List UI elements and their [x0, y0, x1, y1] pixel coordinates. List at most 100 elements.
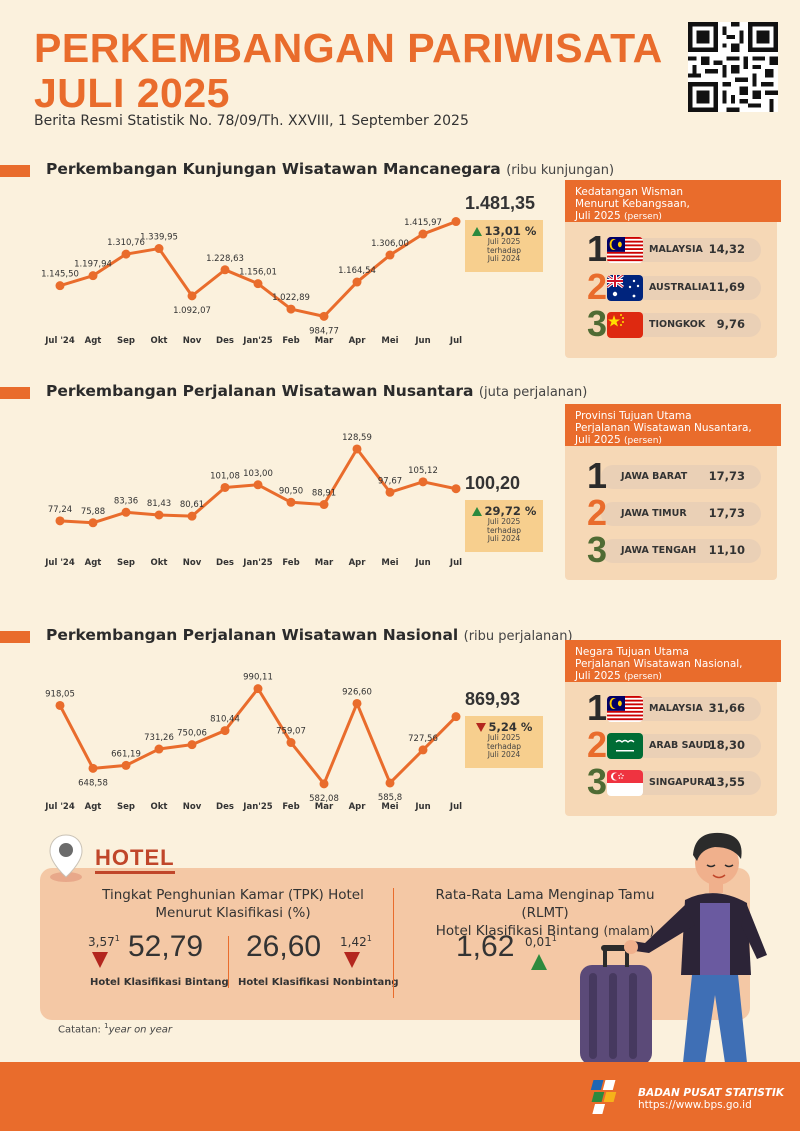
- latest-value-wisnus: 100,20: [465, 473, 521, 493]
- data-point: [319, 500, 329, 510]
- x-tick-label: Sep: [117, 802, 135, 812]
- data-label: 83,36: [114, 496, 138, 506]
- title-line-2: JULI 2025: [34, 70, 230, 116]
- rank-name: JAWA TIMUR: [621, 508, 687, 519]
- rank-pill: [601, 502, 761, 526]
- data-label: 88,91: [312, 489, 336, 499]
- panel-header-unit: (persen): [624, 212, 662, 222]
- tpk-title: Tingkat Penghunian Kamar (TPK) Hotel Men…: [78, 886, 388, 922]
- data-point: [55, 700, 65, 710]
- panel-header-line3: Juli 2025: [575, 210, 621, 222]
- data-label: 90,50: [279, 486, 303, 496]
- change-note-1: Juli 2025: [487, 237, 521, 246]
- data-point: [253, 684, 263, 694]
- data-label: 759,07: [276, 727, 306, 737]
- rank-number: 2: [587, 492, 608, 533]
- data-point: [418, 477, 428, 487]
- x-tick-label: Des: [216, 802, 234, 812]
- section-marker: [0, 165, 30, 177]
- data-point: [385, 778, 395, 788]
- nonbintang-label: Hotel Klasifikasi Nonbintang: [238, 977, 399, 988]
- chart-wisman: 1.145,50 Jul '24 1.197,94 Agt 1.310,76 Sep 1.3…: [30, 178, 550, 368]
- nonbintang-change: 1,421: [340, 934, 372, 949]
- qr-code-icon[interactable]: [688, 22, 778, 112]
- data-label: 97,67: [378, 476, 402, 486]
- rank-name: TIONGKOK: [649, 319, 706, 330]
- page-title: PERKEMBANGAN PARIWISATA JULI 2025: [34, 26, 663, 116]
- data-label: 1.339,95: [140, 233, 178, 243]
- bps-name: BADAN PUSAT STATISTIK: [638, 1087, 785, 1099]
- data-label: 918,05: [45, 689, 75, 699]
- data-label: 1.415,97: [404, 218, 442, 228]
- panel-header: Provinsi Tujuan Utama Perjalanan Wisataw…: [565, 404, 781, 446]
- data-point: [319, 311, 329, 321]
- change-box-wisnus: 29,72 % Juli 2025 terhadap Juli 2024: [465, 500, 543, 552]
- change-note-1: Juli 2025: [487, 733, 521, 742]
- data-label: 810,44: [210, 715, 240, 725]
- data-point: [55, 281, 65, 291]
- rank-name: MALAYSIA: [649, 244, 703, 255]
- data-point: [253, 279, 263, 289]
- rank-name: AUSTRALIA: [649, 282, 709, 293]
- bintang-label: Hotel Klasifikasi Bintang: [90, 977, 229, 988]
- latest-value-wisnas: 869,93: [465, 689, 521, 709]
- panel-header-unit: (persen): [624, 672, 662, 682]
- chart-wisnus-svg: 77,24 Jul '24 75,88 Agt 83,36 Sep 81,43 Okt 80,6…: [44, 433, 462, 568]
- data-point: [187, 511, 197, 521]
- bps-logo-icon: [590, 1080, 617, 1114]
- data-point: [121, 760, 131, 770]
- change-note-2: terhadap: [487, 525, 521, 535]
- rank-item: 2 ARAB SAUDI 18,30: [587, 726, 763, 764]
- yoy-superscript: 1: [366, 934, 372, 943]
- x-tick-label: Nov: [183, 558, 202, 568]
- section-title-text: Perkembangan Kunjungan Wisatawan Mancane…: [46, 160, 501, 178]
- data-label: 585,8: [378, 793, 402, 803]
- rlmt-change: 0,011: [525, 934, 557, 949]
- panel-header-line1: Negara Tujuan Utama: [575, 646, 689, 658]
- data-point: [88, 518, 98, 528]
- section-unit: (juta perjalanan): [478, 385, 588, 400]
- divider: [393, 888, 394, 998]
- rank-name: JAWA TENGAH: [621, 545, 697, 556]
- title-line-1: PERKEMBANGAN PARIWISATA: [34, 25, 663, 71]
- x-tick-label: Mar: [315, 558, 334, 568]
- data-label: 101,08: [210, 471, 240, 481]
- x-tick-label: Feb: [282, 336, 299, 346]
- down-triangle-icon: [344, 952, 360, 968]
- x-tick-label: Jun: [414, 558, 430, 568]
- series-line: [58, 687, 458, 786]
- rank-item: 3 SINGAPURA 13,55: [587, 763, 763, 801]
- x-tick-label: Agt: [85, 558, 102, 568]
- bintang-change-value: 3,57: [88, 935, 115, 949]
- data-point: [418, 229, 428, 239]
- chart-wisnas-svg: 918,05 Jul '24 648,58 Agt 661,19 Sep 731,26 Okt…: [44, 673, 462, 812]
- data-point: [418, 745, 428, 755]
- rank-item: 3 JAWA TENGAH 11,10: [587, 531, 763, 569]
- page-subtitle: Berita Resmi Statistik No. 78/09/Th. XXV…: [34, 113, 469, 129]
- data-point: [451, 217, 461, 227]
- panel-header-line1: Provinsi Tujuan Utama: [575, 410, 692, 422]
- rank-name: JAWA BARAT: [621, 471, 688, 482]
- data-label: 1.306,00: [371, 239, 409, 249]
- rank-value: 13,55: [708, 775, 745, 789]
- x-tick-label: Mar: [315, 336, 334, 346]
- bps-url[interactable]: https://www.bps.go.id: [638, 1099, 752, 1111]
- rlmt-value: 1,62: [456, 930, 515, 963]
- panel-header: Kedatangan Wisman Menurut Kebangsaan, Ju…: [565, 180, 781, 222]
- change-note-1: Juli 2025: [487, 517, 521, 526]
- rank-value: 31,66: [708, 701, 745, 715]
- change-note-3: Juli 2024: [487, 750, 521, 759]
- data-point: [451, 484, 461, 494]
- data-point: [385, 487, 395, 497]
- section-marker: [0, 387, 30, 399]
- tpk-title-line2: Menurut Klasifikasi (%): [155, 905, 311, 921]
- x-tick-label: Agt: [85, 336, 102, 346]
- x-tick-label: Jul '24: [44, 336, 75, 346]
- data-point: [220, 726, 230, 736]
- x-tick-label: Apr: [349, 336, 367, 346]
- down-triangle-icon: [475, 723, 486, 732]
- note: Catatan: 1year on year: [58, 1022, 172, 1035]
- panel-header-unit: (persen): [624, 436, 662, 446]
- data-label: 731,26: [144, 733, 174, 743]
- data-label: 661,19: [111, 749, 141, 759]
